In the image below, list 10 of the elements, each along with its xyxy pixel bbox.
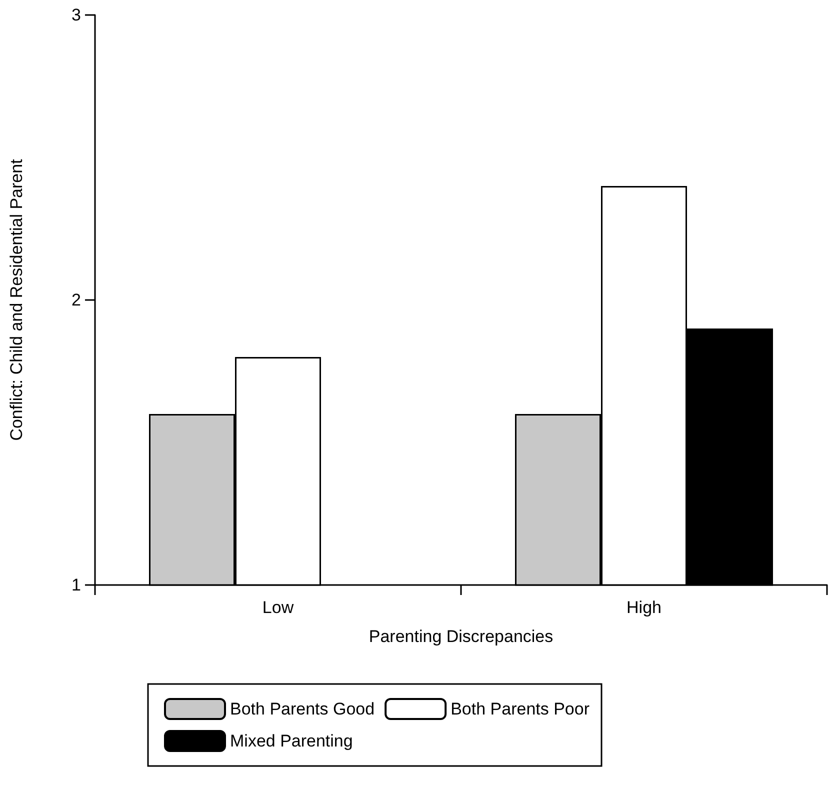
y-tick-label: 1: [72, 576, 81, 594]
y-tick-label: 3: [72, 6, 81, 24]
x-axis-title: Parenting Discrepancies: [368, 627, 554, 646]
x-tick-label: Low: [262, 598, 294, 617]
legend-label: Both Parents Good: [230, 700, 375, 718]
x-tick-label: High: [626, 598, 662, 617]
legend-label: Mixed Parenting: [230, 732, 353, 750]
legend-label: Both Parents Poor: [450, 700, 590, 718]
y-tick-label: 2: [72, 290, 81, 310]
y-axis-title: Conflict: Child and Residential Parent: [7, 158, 26, 441]
